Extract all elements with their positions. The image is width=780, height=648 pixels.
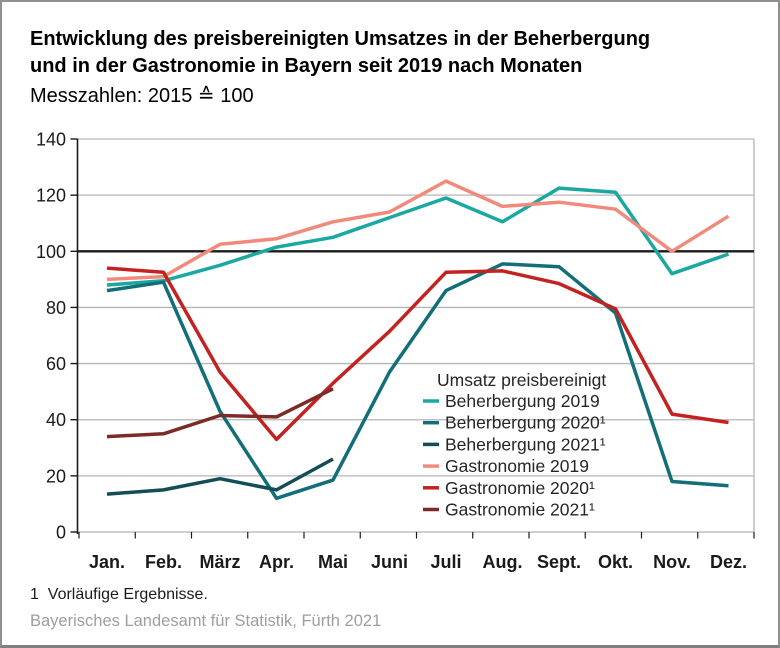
legend-label-0: Beherbergung 2019 <box>445 391 600 411</box>
legend-title: Umsatz preisbereinigt <box>437 370 606 390</box>
title-line-1: Entwicklung des preisbereinigten Umsatze… <box>30 28 651 50</box>
page-title: Entwicklung des preisbereinigten Umsatze… <box>30 26 650 80</box>
x-axis-label-juni: Juni <box>371 552 408 572</box>
y-tick-label-100: 100 <box>36 242 66 262</box>
x-axis-label-dez: Dez. <box>710 552 747 572</box>
legend-label-3: Gastronomie 2019 <box>445 456 589 476</box>
x-axis-label-aug: Aug. <box>483 552 523 572</box>
legend-label-4: Gastronomie 2020¹ <box>445 478 595 498</box>
x-axis-label-apr: Apr. <box>259 552 294 572</box>
title-line-2: und in der Gastronomie in Bayern seit 20… <box>30 55 583 77</box>
x-axis-label-nov: Nov. <box>653 552 691 572</box>
x-axis-label-mrz: März <box>199 552 240 572</box>
x-axis-label-okt: Okt. <box>598 552 633 572</box>
source-attribution: Bayerisches Landesamt für Statistik, Für… <box>30 612 382 630</box>
x-axis-label-jan: Jan. <box>89 552 125 572</box>
x-axis-label-feb: Feb. <box>145 552 182 572</box>
legend-label-2: Beherbergung 2021¹ <box>445 434 606 454</box>
chart-subtitle: Messzahlen: 2015 ≙ 100 <box>30 85 254 107</box>
y-tick-label-40: 40 <box>46 410 66 430</box>
y-tick-label-80: 80 <box>46 298 66 318</box>
y-tick-label-120: 120 <box>36 186 66 206</box>
footnote: 1 Vorläufige Ergebnisse. <box>30 586 208 603</box>
y-tick-label-140: 140 <box>36 130 66 150</box>
series-line-gastronomie-2019 <box>106 179 730 282</box>
series-line-beherbergung-2021 <box>106 457 334 496</box>
series-line-gastronomie-2021 <box>106 387 334 439</box>
series-line-beherbergung-2019 <box>106 186 730 287</box>
series-line-beherbergung-2020 <box>106 262 729 501</box>
x-axis-label-juli: Juli <box>430 552 461 572</box>
legend-label-1: Beherbergung 2020¹ <box>445 413 606 433</box>
legend-label-5: Gastronomie 2021¹ <box>445 500 595 520</box>
y-tick-label-20: 20 <box>46 466 66 486</box>
y-tick-label-0: 0 <box>56 523 66 543</box>
x-axis-label-mai: Mai <box>318 552 348 572</box>
series-line-gastronomie-2020 <box>106 266 729 442</box>
y-tick-label-60: 60 <box>46 354 66 374</box>
x-axis-label-sept: Sept. <box>537 552 581 572</box>
